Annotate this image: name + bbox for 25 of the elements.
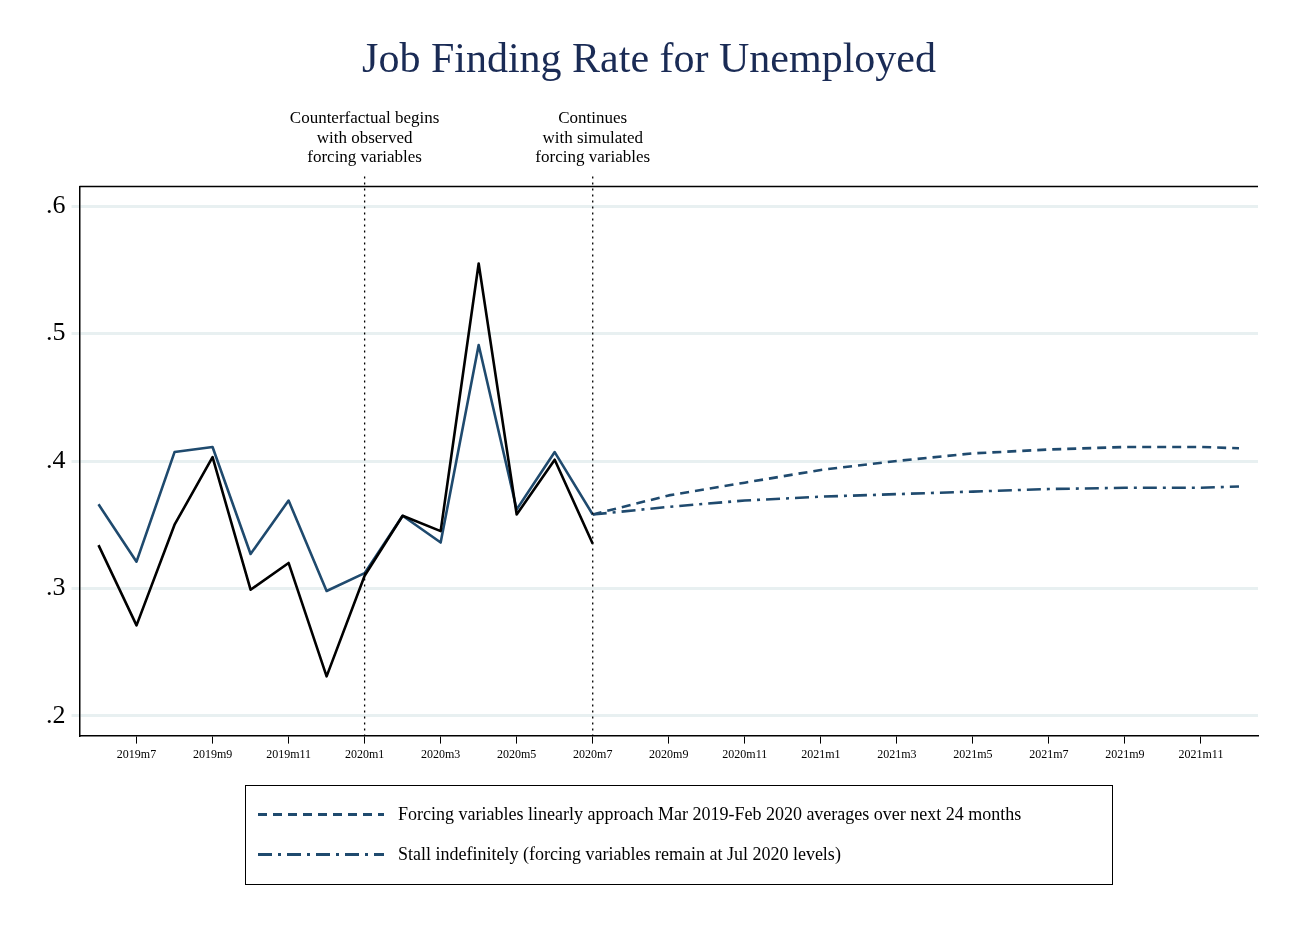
x-tick-label: 2021m9 xyxy=(1105,746,1145,761)
ref-line-label: Counterfactual begins with observed forcing variables xyxy=(289,108,440,167)
x-tick-label: 2019m7 xyxy=(116,746,157,761)
y-tick-label: .3 xyxy=(46,572,66,602)
x-tick-label: 2021m5 xyxy=(953,746,993,761)
y-tick-label: .5 xyxy=(46,317,66,347)
chart-title: Job Finding Rate for Unemployed xyxy=(362,35,936,82)
x-tick-label: 2019m9 xyxy=(192,746,233,761)
x-tick-label: 2021m1 xyxy=(801,746,841,761)
x-tick-label: 2020m9 xyxy=(649,746,689,761)
y-tick-label: .2 xyxy=(46,699,66,729)
x-tick-label: 2019m11 xyxy=(266,746,312,761)
y-tick-label: .4 xyxy=(46,444,66,474)
x-tick-label: 2020m1 xyxy=(344,746,385,761)
x-tick-label: 2021m11 xyxy=(1178,746,1224,761)
x-tick-label: 2021m3 xyxy=(877,746,917,761)
x-tick-label: 2020m7 xyxy=(573,746,613,761)
legend-label: Forcing variables linearly approach Mar 2019-Feb 2020 averages over next 24 months xyxy=(398,803,1022,825)
x-tick-label: 2020m3 xyxy=(420,746,461,761)
legend-label: Stall indefinitely (forcing variables remain at Jul 2020 levels) xyxy=(398,843,841,865)
ref-line-label: Continues with simulated forcing variables xyxy=(535,108,651,167)
x-tick-label: 2020m11 xyxy=(722,746,768,761)
x-tick-label: 2020m5 xyxy=(497,746,537,761)
x-tick-label: 2021m7 xyxy=(1029,746,1069,761)
y-tick-label: .6 xyxy=(46,189,66,219)
